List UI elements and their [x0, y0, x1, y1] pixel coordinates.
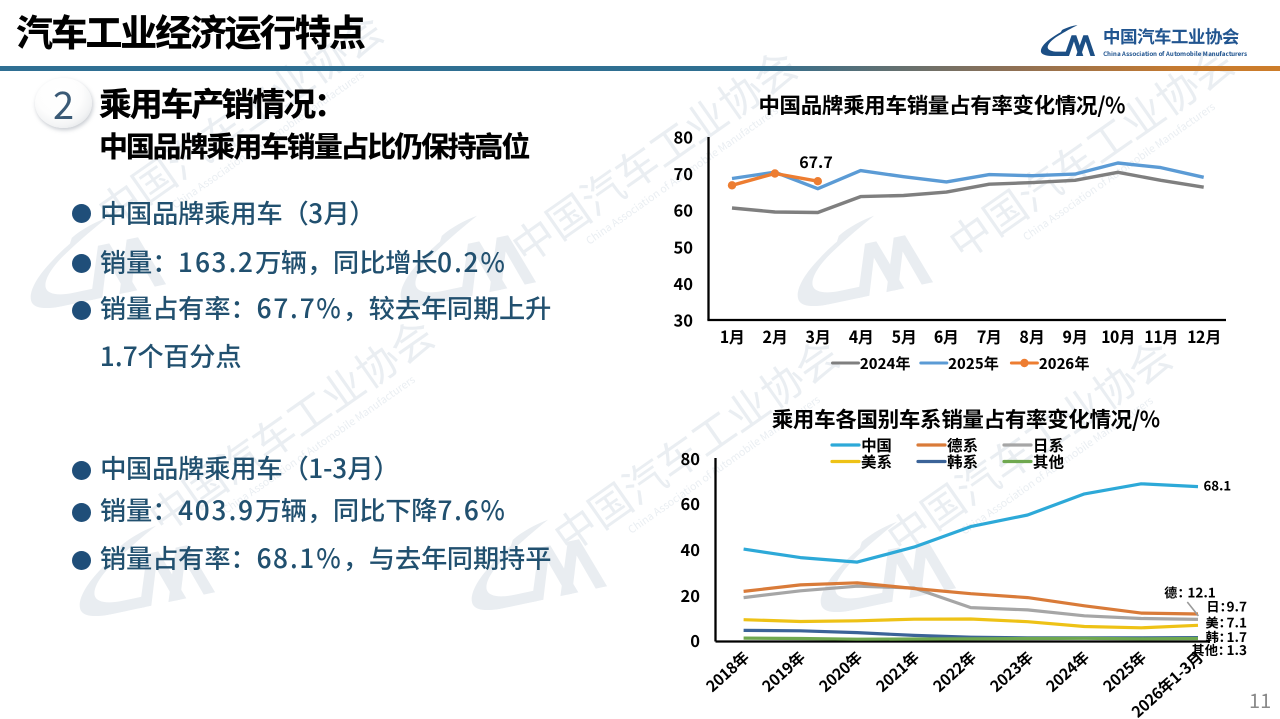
svg-text:2019年: 2019年 [757, 646, 810, 697]
svg-text:20: 20 [681, 583, 701, 607]
svg-text:其他: 其他 [1033, 451, 1065, 473]
svg-text:68.1: 68.1 [1204, 476, 1232, 495]
svg-text:67.7: 67.7 [799, 149, 833, 173]
svg-text:其他：: 其他： [1192, 640, 1232, 659]
svg-text:2026年: 2026年 [1039, 353, 1089, 374]
svg-text:2022年: 2022年 [928, 646, 981, 697]
svg-text:日系: 日系 [1033, 434, 1064, 456]
svg-text:2024年: 2024年 [860, 353, 910, 374]
svg-text:7月: 7月 [977, 324, 1002, 348]
svg-text:7.1: 7.1 [1227, 611, 1247, 631]
svg-text:中国品牌乘用车销量占有率变化情况/%: 中国品牌乘用车销量占有率变化情况/% [758, 89, 1126, 120]
svg-text:11月: 11月 [1144, 324, 1178, 348]
svg-text:2018年: 2018年 [701, 646, 754, 697]
svg-text:3月: 3月 [806, 324, 831, 348]
svg-text:1.3: 1.3 [1227, 639, 1247, 659]
svg-text:60: 60 [674, 198, 694, 222]
svg-text:0: 0 [690, 628, 700, 652]
svg-text:80: 80 [681, 446, 701, 470]
svg-text:2020年: 2020年 [814, 646, 867, 697]
svg-text:2025年: 2025年 [948, 353, 998, 374]
svg-text:1月: 1月 [720, 324, 745, 348]
svg-text:5月: 5月 [892, 324, 917, 348]
svg-text:2023年: 2023年 [985, 646, 1038, 697]
svg-text:韩：: 韩： [1206, 627, 1232, 646]
svg-text:10月: 10月 [1101, 324, 1135, 348]
svg-text:9月: 9月 [1063, 324, 1088, 348]
svg-text:4月: 4月 [849, 324, 874, 348]
svg-text:12.1: 12.1 [1187, 582, 1215, 602]
svg-text:1.7: 1.7 [1227, 626, 1247, 646]
svg-text:6月: 6月 [934, 324, 959, 348]
svg-text:2021年: 2021年 [871, 646, 924, 697]
svg-text:40: 40 [674, 271, 694, 295]
svg-text:80: 80 [674, 125, 694, 149]
svg-text:2025年: 2025年 [1098, 646, 1151, 697]
svg-text:韩系: 韩系 [947, 451, 978, 473]
svg-text:70: 70 [674, 161, 694, 185]
svg-text:50: 50 [674, 234, 694, 258]
svg-text:8月: 8月 [1020, 324, 1045, 348]
svg-text:乘用车各国别车系销量占有率变化情况/%: 乘用车各国别车系销量占有率变化情况/% [772, 403, 1161, 434]
svg-text:日：: 日： [1207, 597, 1233, 616]
svg-text:中国: 中国 [861, 434, 892, 456]
svg-text:2024年: 2024年 [1041, 646, 1094, 697]
svg-text:40: 40 [681, 537, 701, 561]
svg-text:美系: 美系 [861, 451, 892, 473]
svg-text:德系: 德系 [947, 434, 978, 456]
svg-text:60: 60 [681, 491, 701, 515]
svg-text:2月: 2月 [763, 324, 788, 348]
svg-text:9.7: 9.7 [1227, 596, 1247, 616]
svg-text:30: 30 [674, 308, 694, 332]
svg-text:12月: 12月 [1187, 324, 1221, 348]
svg-text:德：: 德： [1164, 583, 1190, 602]
svg-text:美：: 美： [1206, 612, 1232, 631]
